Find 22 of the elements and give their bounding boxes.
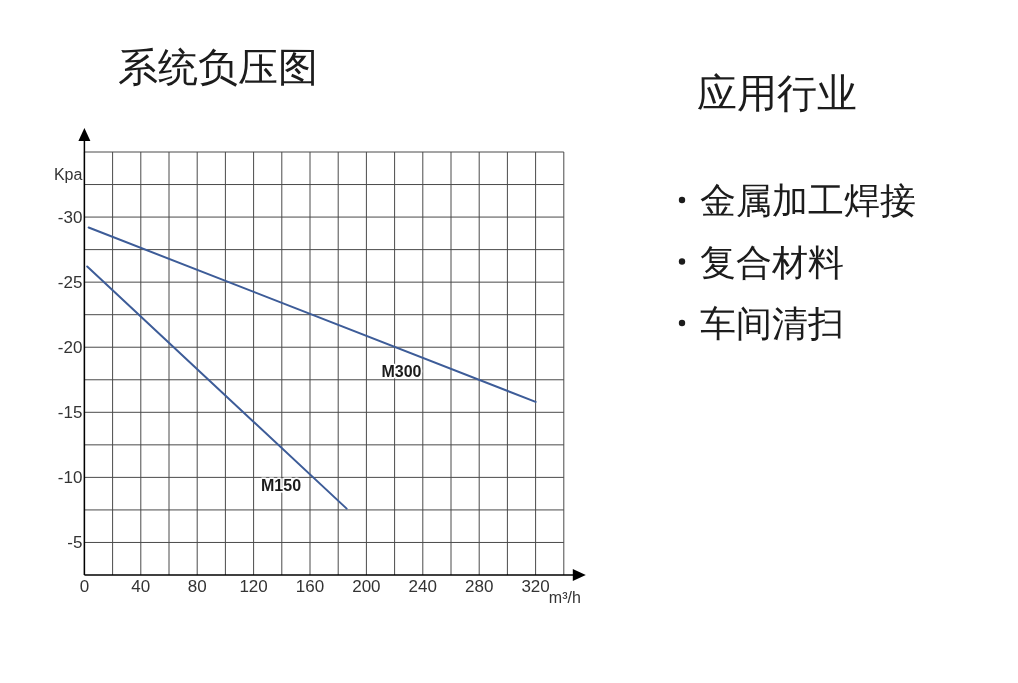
x-tick-label: 120 xyxy=(239,577,268,596)
text: 复合材料 xyxy=(700,241,844,283)
x-tick-label: 80 xyxy=(187,577,207,596)
x-tick-label: 320 xyxy=(521,577,550,596)
text: 车间清扫 xyxy=(700,303,844,344)
y-tick-label: -30 xyxy=(57,208,83,228)
text: 应用行业 xyxy=(697,71,857,115)
x-tick-label: 200 xyxy=(352,577,381,596)
y-tick-label: -5 xyxy=(67,533,83,553)
x-tick-label: 280 xyxy=(465,577,494,596)
y-axis-title: Kpa xyxy=(53,166,83,183)
x-tick-label: 40 xyxy=(131,577,151,596)
text: 金属加工焊接 xyxy=(700,180,916,221)
x-axis-title: m³/h xyxy=(548,589,581,606)
y-tick-label: -20 xyxy=(57,338,83,358)
x-tick-label: 0 xyxy=(79,577,90,596)
y-tick-label: -15 xyxy=(57,403,83,423)
chart-title: 系统负压图 xyxy=(118,45,318,89)
y-tick-label: -10 xyxy=(57,468,83,488)
x-tick-label: 160 xyxy=(295,577,325,596)
y-tick-label: -25 xyxy=(57,273,83,293)
x-tick-label: 240 xyxy=(408,577,437,596)
